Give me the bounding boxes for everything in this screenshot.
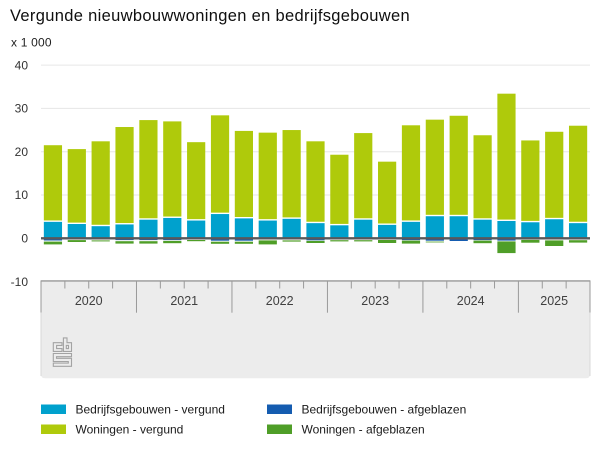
svg-text:2022: 2022 — [266, 294, 294, 308]
svg-text:Bedrijfsgebouwen - afgeblazen: Bedrijfsgebouwen - afgeblazen — [302, 402, 467, 416]
svg-text:Vergunde nieuwbouwwoningen en: Vergunde nieuwbouwwoningen en bedrijfsge… — [10, 7, 410, 25]
svg-text:Bedrijfsgebouwen - vergund: Bedrijfsgebouwen - vergund — [76, 402, 225, 416]
svg-text:Woningen - afgeblazen: Woningen - afgeblazen — [302, 422, 425, 436]
svg-text:2025: 2025 — [540, 294, 568, 308]
svg-text:2024: 2024 — [457, 294, 485, 308]
svg-text:2023: 2023 — [361, 294, 389, 308]
svg-text:x 1 000: x 1 000 — [11, 36, 52, 50]
svg-text:2021: 2021 — [170, 294, 198, 308]
svg-text:Woningen - vergund: Woningen - vergund — [76, 422, 184, 436]
svg-text:0: 0 — [21, 232, 28, 246]
svg-text:30: 30 — [15, 102, 29, 116]
svg-text:40: 40 — [15, 58, 29, 72]
svg-text:10: 10 — [15, 188, 29, 202]
svg-text:20: 20 — [15, 145, 29, 159]
svg-text:-10: -10 — [11, 275, 29, 289]
svg-text:2020: 2020 — [75, 294, 103, 308]
